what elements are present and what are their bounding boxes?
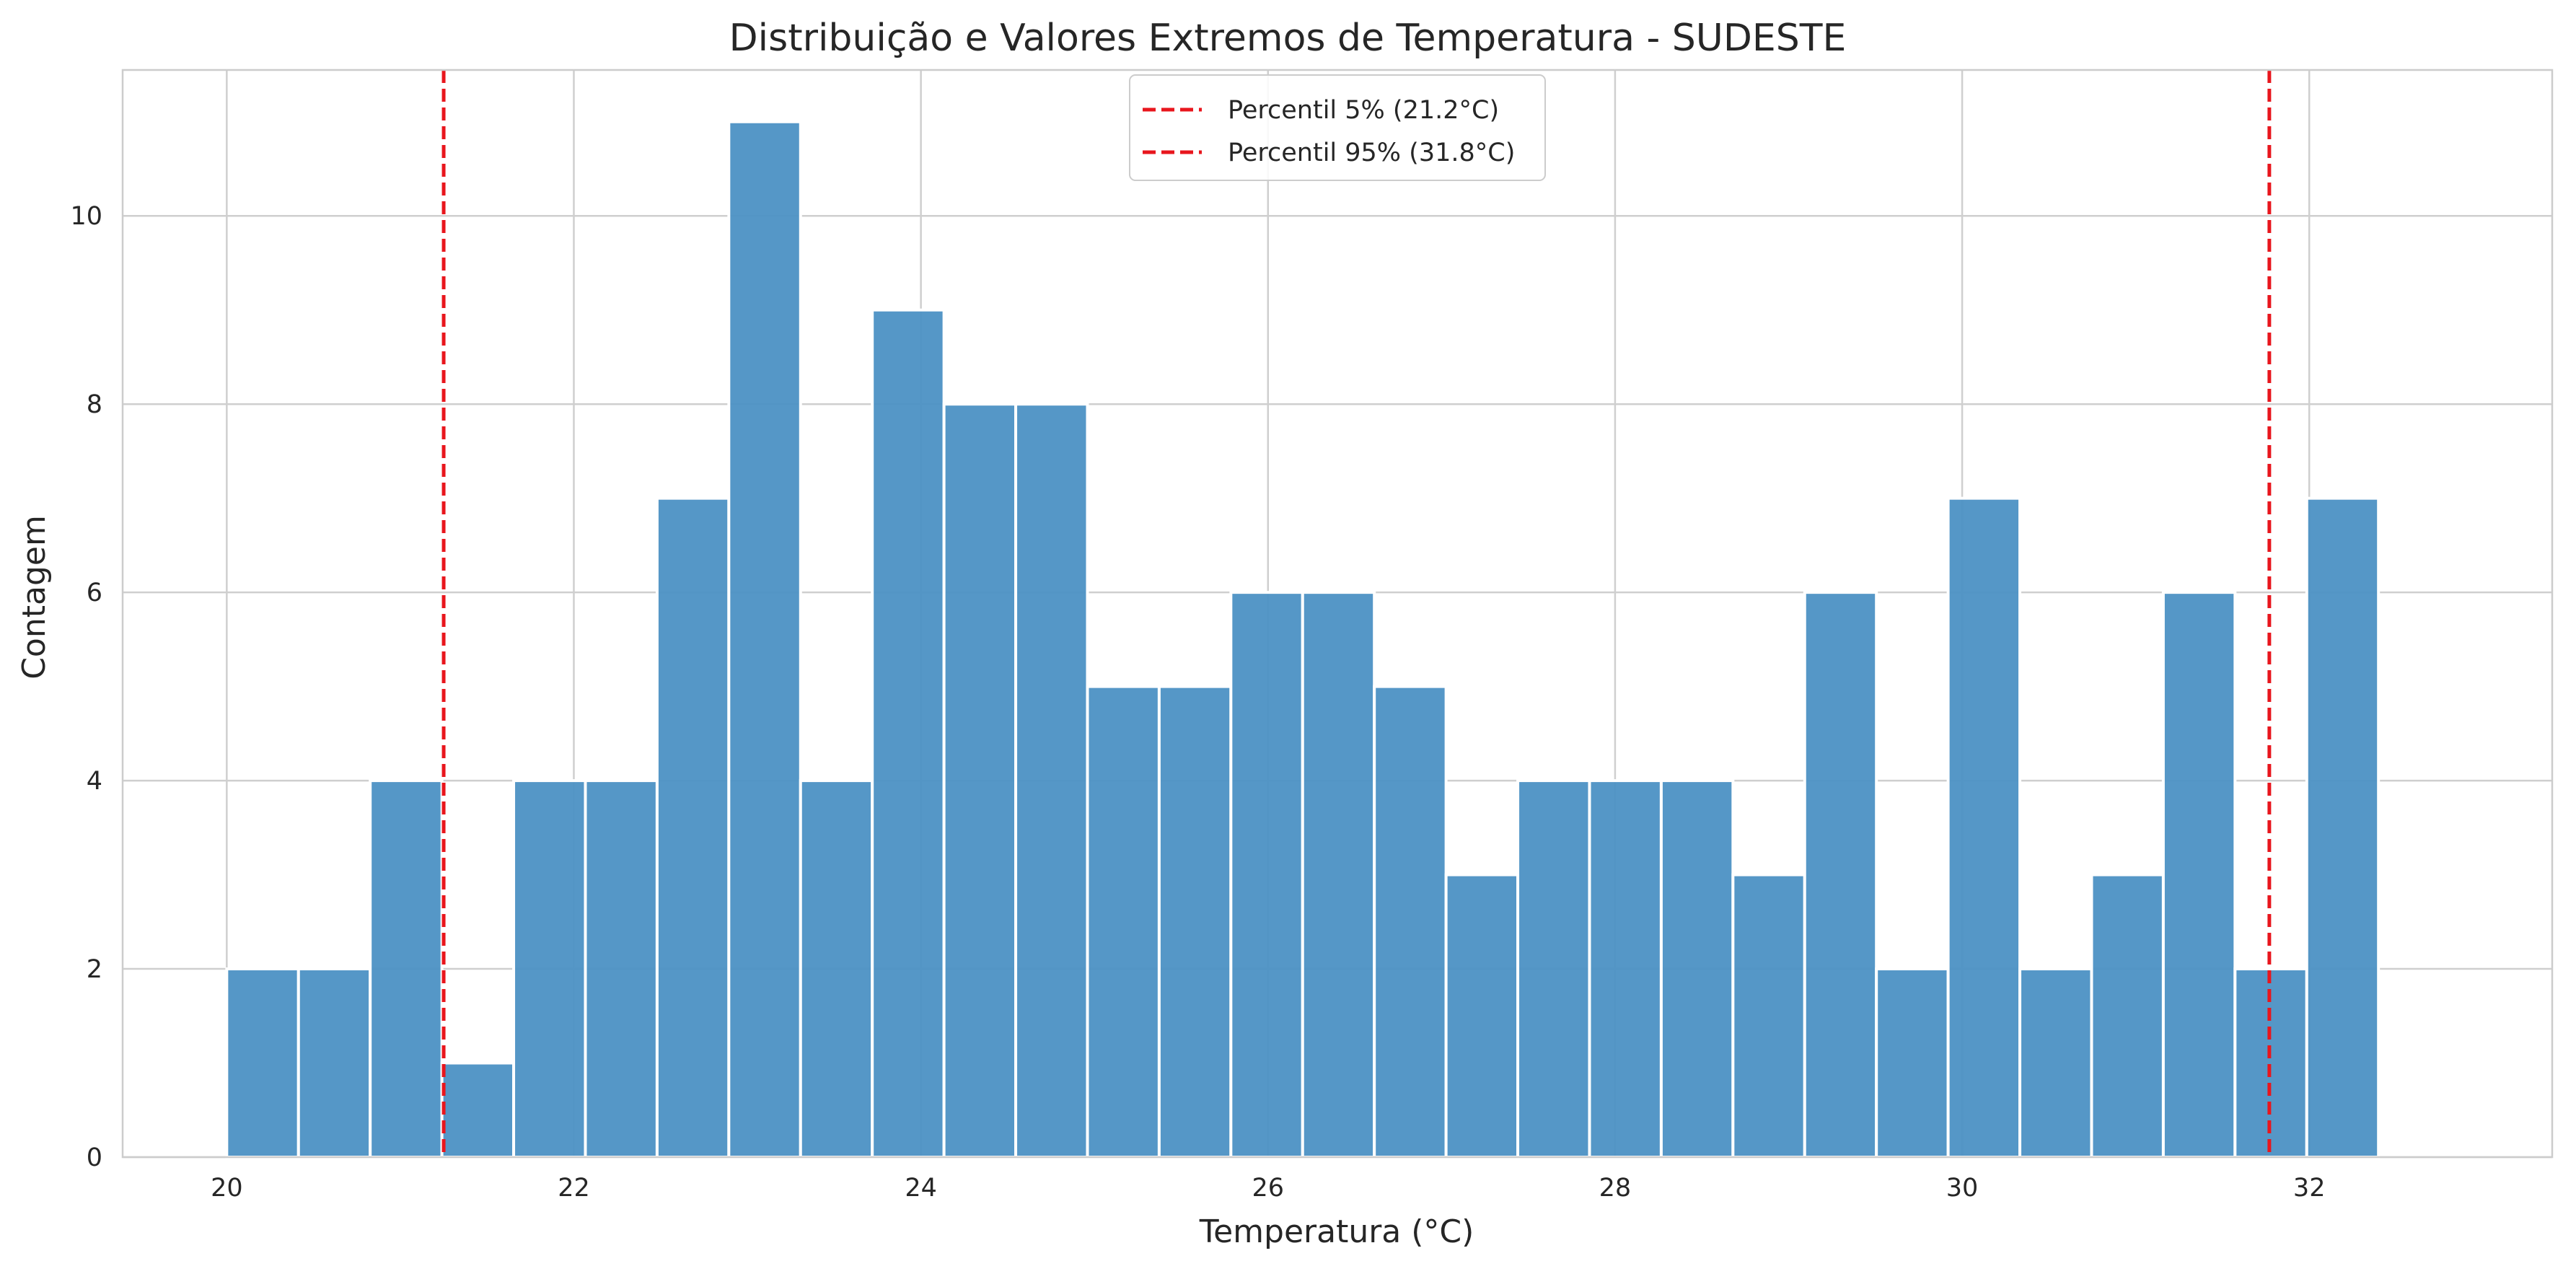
y-tick-label: 8 xyxy=(87,390,102,419)
histogram-bar xyxy=(1229,591,1304,1159)
x-tick-label: 24 xyxy=(905,1174,937,1203)
histogram-bar xyxy=(1086,685,1161,1159)
histogram-bar xyxy=(1731,873,1806,1159)
histogram-bar xyxy=(1803,591,1878,1159)
x-tick-label: 26 xyxy=(1252,1174,1284,1203)
histogram-bar xyxy=(369,779,444,1159)
histogram-bar xyxy=(1659,779,1735,1159)
y-tick-label: 10 xyxy=(70,202,102,231)
histogram-bar xyxy=(1516,779,1591,1159)
histogram-bar xyxy=(440,1061,516,1159)
histogram-bars xyxy=(225,120,2381,1159)
histogram-bar xyxy=(655,496,731,1159)
plot-frame xyxy=(121,69,2554,1159)
histogram-bar xyxy=(2161,591,2237,1159)
x-tick-label: 28 xyxy=(1599,1174,1632,1203)
legend-label-p95: Percentil 95% (31.8°C) xyxy=(1228,139,1515,167)
x-tick-label: 30 xyxy=(1946,1174,1979,1203)
histogram-bar xyxy=(584,779,659,1159)
histogram-bar xyxy=(225,967,300,1159)
x-axis-ticks: 20 22 24 26 28 30 32 xyxy=(211,1174,2325,1203)
histogram-bar xyxy=(2305,496,2381,1159)
y-axis-label: Contagem xyxy=(16,515,53,680)
y-tick-label: 0 xyxy=(87,1143,102,1172)
histogram-bar xyxy=(2018,967,2093,1159)
histogram-bar xyxy=(1157,685,1233,1159)
histogram-bar xyxy=(1301,591,1376,1159)
histogram-bar xyxy=(1014,403,1089,1159)
y-tick-label: 2 xyxy=(87,955,102,984)
histogram-bar xyxy=(296,967,372,1159)
histogram-bar xyxy=(799,779,874,1159)
histogram-bar xyxy=(871,308,946,1159)
histogram-bar xyxy=(512,779,587,1159)
y-tick-label: 4 xyxy=(87,767,102,796)
histogram-bar xyxy=(1875,967,1950,1159)
histogram-bar xyxy=(1946,496,2022,1159)
x-tick-label: 20 xyxy=(211,1174,243,1203)
histogram-bar xyxy=(1444,873,1520,1159)
legend: Percentil 5% (21.2°C) Percentil 95% (31.… xyxy=(1129,74,1546,181)
reference-lines xyxy=(441,70,2272,1157)
histogram-bar xyxy=(727,120,802,1159)
x-axis-label: Temperatura (°C) xyxy=(1199,1213,1474,1250)
histogram-bar xyxy=(1588,779,1663,1159)
plot-area xyxy=(121,69,2554,1159)
legend-label-p5: Percentil 5% (21.2°C) xyxy=(1228,96,1499,125)
x-tick-label: 22 xyxy=(558,1174,590,1203)
histogram-bar xyxy=(2090,873,2165,1159)
chart-title: Distribuição e Valores Extremos de Tempe… xyxy=(729,17,1847,60)
y-axis-ticks: 0 2 4 6 8 10 xyxy=(70,202,102,1172)
y-tick-label: 6 xyxy=(87,579,102,607)
histogram-bar xyxy=(1373,685,1448,1159)
histogram-bar xyxy=(942,403,1018,1159)
x-tick-label: 32 xyxy=(2293,1174,2326,1203)
legend-box xyxy=(1129,74,1546,181)
